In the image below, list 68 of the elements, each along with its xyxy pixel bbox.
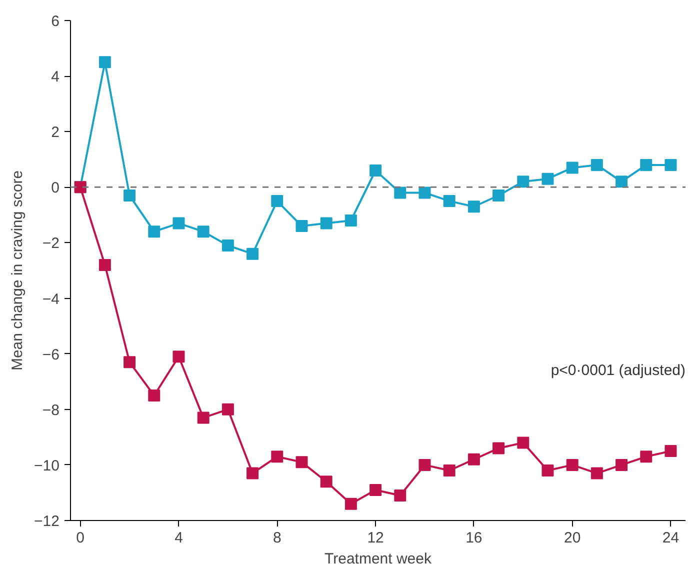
y-tick-label: −4 [42, 290, 60, 308]
point [320, 476, 332, 488]
point [616, 458, 628, 471]
point [492, 190, 505, 202]
point [492, 442, 505, 454]
point [468, 200, 480, 213]
point [370, 484, 382, 496]
point [197, 226, 210, 238]
x-tick-label: 4 [174, 530, 183, 546]
point [664, 445, 677, 458]
point [418, 186, 431, 199]
point [517, 176, 530, 188]
point [98, 56, 111, 68]
x-tick-label: 8 [272, 530, 282, 546]
y-tick-label: 2 [51, 124, 60, 142]
y-tick-label: 6 [51, 13, 60, 30]
y-tick-label: −10 [34, 457, 60, 474]
point [296, 456, 308, 468]
x-tick-label: 0 [76, 530, 85, 546]
point [296, 220, 308, 232]
point [172, 350, 185, 363]
point [222, 240, 234, 252]
y-tick-label: 4 [51, 68, 60, 86]
y-tick-label: −6 [42, 346, 60, 364]
point [394, 186, 406, 199]
point [344, 214, 357, 226]
point [124, 356, 136, 368]
point [443, 464, 456, 476]
point [566, 458, 578, 471]
point [418, 458, 431, 471]
point [370, 164, 382, 176]
point [271, 450, 284, 463]
y-tick-label: −2 [42, 235, 60, 252]
point [443, 195, 456, 208]
y-axis-title: Mean change in craving score [9, 170, 26, 371]
point [320, 217, 332, 230]
point [517, 436, 530, 449]
point [148, 390, 160, 402]
point [197, 412, 210, 424]
y-tick-label: −12 [34, 513, 60, 530]
x-tick-label: 16 [466, 530, 482, 546]
point [271, 195, 284, 208]
point [590, 467, 603, 480]
x-tick-label: 24 [662, 530, 680, 546]
x-tick-label: 12 [367, 530, 384, 546]
point [468, 453, 480, 466]
point [590, 158, 603, 171]
y-tick-label: 0 [51, 180, 60, 197]
point [98, 258, 111, 271]
point [148, 226, 160, 238]
point [616, 176, 628, 188]
point [640, 158, 652, 171]
point [664, 158, 677, 171]
point [394, 490, 406, 502]
point [344, 498, 357, 510]
point [542, 172, 554, 185]
point [172, 217, 185, 230]
x-tick-label: 20 [564, 530, 581, 546]
point [542, 464, 554, 476]
x-axis-title: Treatment week [324, 550, 432, 568]
y-tick-label: −8 [42, 402, 60, 419]
point [566, 162, 578, 174]
point [124, 190, 136, 202]
point [222, 403, 234, 416]
point [640, 450, 652, 463]
annotation: p<0·0001 (adjusted) [550, 362, 686, 379]
point [246, 467, 259, 480]
point [246, 248, 259, 260]
